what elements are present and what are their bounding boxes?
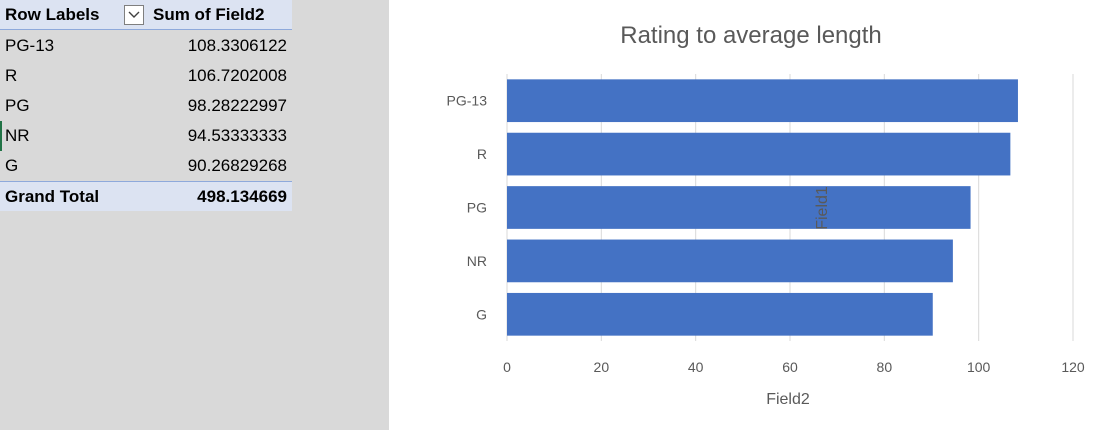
category-label: R <box>477 146 487 162</box>
pivot-row[interactable]: PG 98.28222997 <box>0 91 292 121</box>
x-tick-label: 80 <box>877 359 893 375</box>
grand-total-row[interactable]: Grand Total 498.134669 <box>0 181 292 211</box>
x-tick-label: 60 <box>782 359 798 375</box>
category-label: PG-13 <box>447 93 488 109</box>
y-axis-title[interactable]: Field1 <box>814 186 831 230</box>
row-label: G <box>5 156 19 175</box>
category-label: NR <box>467 253 487 269</box>
active-cell-marker <box>0 121 2 151</box>
row-label: PG-13 <box>5 36 55 55</box>
row-labels-header[interactable]: Row Labels <box>5 5 100 24</box>
x-tick-label: 100 <box>967 359 991 375</box>
bar-pg[interactable] <box>507 186 971 229</box>
x-tick-label: 120 <box>1061 359 1085 375</box>
bar-r[interactable] <box>507 132 1011 176</box>
row-value: 106.7202008 <box>187 66 287 85</box>
category-label: G <box>476 306 487 322</box>
row-label: NR <box>5 126 30 145</box>
row-value: 94.53333333 <box>187 126 287 145</box>
chart-title[interactable]: Rating to average length <box>620 22 882 49</box>
value-axis-labels: 0 20 40 60 80 100 120 <box>503 359 1085 375</box>
pivot-row[interactable]: G 90.26829268 <box>0 151 292 181</box>
chevron-down-icon <box>128 11 140 18</box>
x-axis-title[interactable]: Field2 <box>766 391 810 408</box>
filter-dropdown-button[interactable] <box>124 5 144 25</box>
chart-canvas: PG-13 R PG NR G 0 20 40 60 80 100 120 Rating to av… <box>389 0 1109 430</box>
grand-total-label: Grand Total <box>5 187 100 206</box>
bars <box>507 79 1018 336</box>
row-value: 90.26829268 <box>187 156 287 175</box>
grand-total-value: 498.134669 <box>197 187 287 206</box>
category-axis-labels: PG-13 R PG NR G <box>447 93 488 323</box>
row-label: PG <box>5 96 30 115</box>
pivot-header-row: Row Labels Sum of Field2 <box>0 0 292 30</box>
column-divider <box>291 0 292 430</box>
row-value: 98.28222997 <box>187 96 287 115</box>
pivot-row[interactable]: NR 94.53333333 <box>0 121 292 151</box>
bar-chart[interactable]: PG-13 R PG NR G 0 20 40 60 80 100 120 Rating to av… <box>388 0 1109 430</box>
category-label: PG <box>467 200 487 216</box>
x-tick-label: 20 <box>594 359 610 375</box>
x-tick-label: 40 <box>688 359 704 375</box>
column-divider <box>151 0 152 430</box>
pivot-row[interactable]: R 106.7202008 <box>0 61 292 91</box>
x-tick-label: 0 <box>503 359 511 375</box>
pivot-row[interactable]: PG-13 108.3306122 <box>0 31 292 61</box>
bar-nr[interactable] <box>507 239 953 283</box>
bar-g[interactable] <box>507 292 933 336</box>
sum-of-field2-header[interactable]: Sum of Field2 <box>153 5 265 24</box>
row-value: 108.3306122 <box>187 36 287 55</box>
row-label: R <box>5 66 18 85</box>
bar-pg-13[interactable] <box>507 79 1018 123</box>
